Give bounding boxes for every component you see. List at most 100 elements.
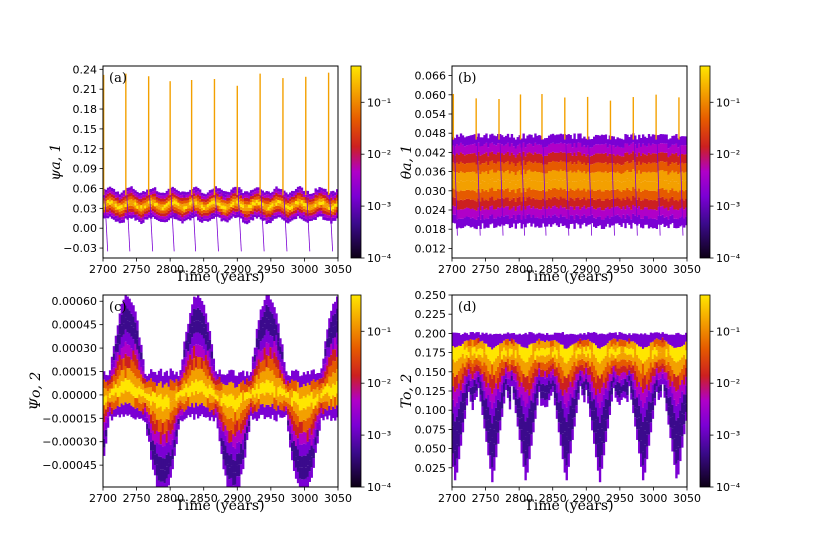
- density-cell: [563, 445, 566, 459]
- density-cell: [208, 339, 212, 349]
- density-cell: [191, 359, 194, 371]
- x-tick-label: 2700: [438, 263, 466, 276]
- density-cell: [524, 156, 527, 166]
- density-cell: [189, 205, 192, 209]
- density-cell: [504, 162, 508, 172]
- density-cell: [238, 441, 241, 454]
- density-cell: [257, 190, 261, 194]
- density-cell: [281, 358, 284, 367]
- density-cell: [183, 396, 186, 404]
- density-cell: [549, 377, 553, 384]
- density-cell: [202, 383, 206, 395]
- density-cell: [140, 344, 143, 353]
- density-cell: [461, 209, 465, 219]
- density-cell: [173, 374, 176, 383]
- density-cell: [197, 194, 200, 198]
- density-cell: [218, 369, 221, 377]
- density-cell: [320, 388, 323, 394]
- density-cell: [273, 197, 276, 201]
- density-cell: [291, 202, 294, 206]
- density-cell: [285, 207, 288, 211]
- density-cell: [283, 208, 286, 212]
- density-cell: [322, 198, 325, 202]
- density-cell: [249, 202, 253, 206]
- density-cell: [279, 206, 282, 210]
- density-cell: [238, 464, 241, 477]
- density-cell: [224, 455, 227, 466]
- density-cell: [116, 343, 120, 353]
- density-cell: [540, 391, 543, 399]
- density-cell: [108, 186, 112, 190]
- density-cell: [197, 307, 200, 321]
- density-cell: [308, 193, 311, 197]
- density-cell: [302, 217, 306, 221]
- density-cell: [218, 202, 221, 206]
- density-cell: [263, 347, 266, 360]
- density-cell: [210, 210, 214, 214]
- density-cell: [220, 192, 223, 197]
- density-cell: [157, 209, 161, 213]
- density-cell: [638, 393, 641, 406]
- density-cell: [208, 330, 212, 340]
- density-cell: [463, 367, 467, 376]
- density-cell: [569, 333, 572, 346]
- density-cell: [641, 209, 645, 219]
- density-cell: [289, 207, 292, 211]
- density-cell: [165, 203, 169, 207]
- density-cell: [167, 375, 170, 387]
- density-cell: [224, 465, 227, 476]
- density-cell: [491, 169, 494, 179]
- density-cell: [671, 188, 674, 197]
- density-cell: [655, 356, 659, 363]
- density-cell: [255, 402, 259, 412]
- density-cell: [265, 204, 268, 208]
- density-cell: [224, 197, 227, 201]
- density-cell: [281, 210, 284, 214]
- density-cell: [634, 389, 637, 399]
- density-cell: [626, 361, 629, 369]
- density-cell: [277, 200, 280, 203]
- density-cell: [161, 219, 165, 222]
- panel-a-y-ticks: −0.030.000.030.060.090.120.150.180.210.2…: [63, 63, 103, 255]
- density-cell: [218, 376, 221, 384]
- density-cell: [575, 358, 578, 367]
- density-cell: [289, 404, 292, 412]
- density-cell: [459, 190, 463, 200]
- density-cell: [316, 189, 319, 193]
- density-cell: [134, 193, 137, 197]
- density-cell: [159, 456, 163, 470]
- density-cell: [485, 199, 488, 209]
- density-cell: [467, 340, 471, 347]
- density-cell: [677, 219, 680, 229]
- density-cell: [187, 210, 190, 214]
- density-cell: [236, 200, 239, 204]
- density-cell: [508, 137, 512, 147]
- density-cell: [630, 380, 633, 387]
- density-cell: [452, 197, 455, 206]
- density-cell: [606, 333, 610, 344]
- density-cell: [316, 380, 319, 388]
- density-cell: [632, 333, 635, 342]
- density-cell: [471, 171, 474, 181]
- density-cell: [134, 333, 137, 344]
- density-cell: [467, 386, 471, 392]
- density-cell: [473, 190, 476, 201]
- density-cell: [336, 209, 339, 213]
- density-cell: [124, 365, 127, 379]
- density-cell: [585, 156, 588, 165]
- density-cell: [614, 147, 617, 157]
- density-cell: [326, 197, 329, 201]
- density-cell: [285, 410, 288, 416]
- density-cell: [453, 406, 457, 422]
- density-cell: [146, 423, 149, 430]
- density-cell: [457, 408, 461, 422]
- density-cell: [316, 415, 319, 423]
- density-cell: [312, 198, 315, 202]
- density-cell: [118, 375, 122, 387]
- density-cell: [138, 198, 141, 202]
- density-cell: [518, 397, 521, 409]
- density-cell: [559, 187, 563, 197]
- density-cell: [544, 191, 547, 201]
- density-cell: [632, 169, 635, 179]
- density-cell: [122, 369, 125, 382]
